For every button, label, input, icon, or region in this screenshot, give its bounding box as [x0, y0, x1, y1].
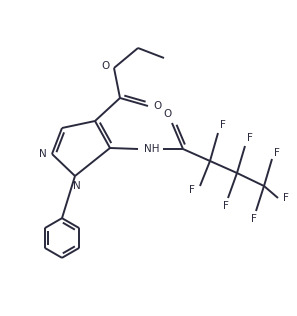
Text: NH: NH [144, 144, 160, 154]
Text: O: O [101, 61, 109, 71]
Text: F: F [189, 185, 195, 195]
Text: F: F [220, 120, 226, 130]
Text: O: O [163, 109, 171, 119]
Text: N: N [39, 149, 47, 159]
Text: F: F [274, 148, 280, 158]
Text: N: N [73, 181, 81, 191]
Text: F: F [283, 193, 289, 203]
Text: O: O [153, 101, 161, 111]
Text: F: F [251, 214, 257, 224]
Text: F: F [223, 201, 229, 211]
Text: F: F [247, 133, 253, 143]
